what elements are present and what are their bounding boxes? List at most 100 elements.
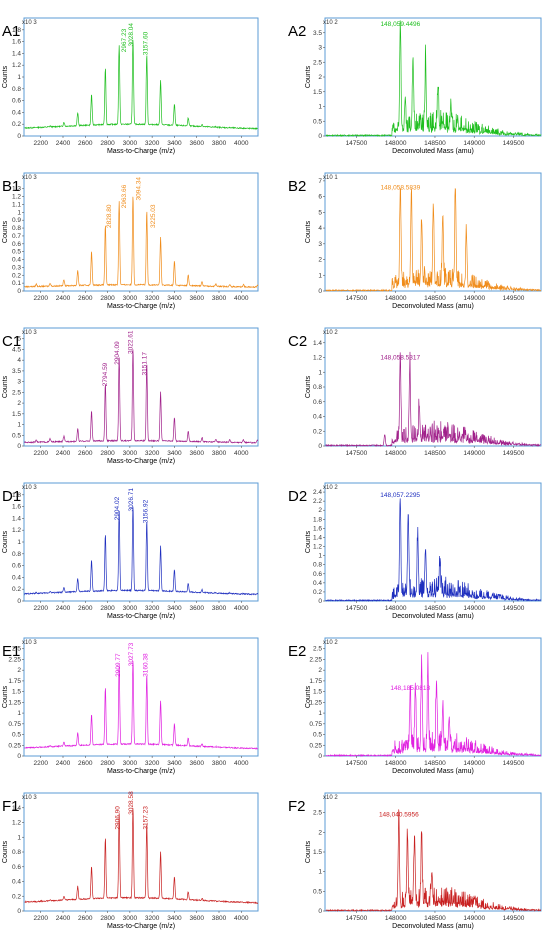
x-tick-label: 2200 xyxy=(33,605,48,612)
y-tick-label: 2 xyxy=(318,74,322,81)
y-tick-label: 0.75 xyxy=(309,721,322,728)
x-tick-label: 147500 xyxy=(346,760,368,767)
series-line xyxy=(24,196,259,289)
x-tick-label: 2600 xyxy=(78,760,93,767)
y-tick-label: 0.4 xyxy=(12,109,21,116)
x-tick-label: 4000 xyxy=(234,605,249,612)
x-tick-label: 149000 xyxy=(463,915,485,922)
y-axis-label: Counts xyxy=(305,65,312,88)
peak-annotation: 3094.34 xyxy=(135,177,142,201)
y-tick-label: 1 xyxy=(17,209,21,216)
y-tick-label: 1.2 xyxy=(12,194,21,201)
series-line xyxy=(325,498,542,602)
x-tick-label: 148500 xyxy=(424,760,446,767)
x-tick-label: 2400 xyxy=(56,295,71,302)
y-tick-label: 0.8 xyxy=(313,384,322,391)
x-tick-label: 149000 xyxy=(463,605,485,612)
x-tick-label: 2800 xyxy=(100,140,115,147)
plot-frame xyxy=(324,637,542,757)
x-tick-label: 3400 xyxy=(167,140,182,147)
x-tick-label: 2400 xyxy=(56,760,71,767)
y-tick-label: 2.5 xyxy=(313,646,322,653)
series-line xyxy=(325,351,542,448)
y-exponent: x10 2 xyxy=(323,485,338,491)
x-tick-label: 3600 xyxy=(189,760,204,767)
y-tick-label: 2 xyxy=(318,257,322,264)
y-tick-label: 4 xyxy=(318,225,322,232)
y-tick-label: 2 xyxy=(17,667,21,674)
chart-panel-f1: F1 x10 3 0 0.2 0.4 0.6 0.8 1 1.2 1.4 2200 2400 2600 2… xyxy=(2,791,259,930)
y-axis-label: Counts xyxy=(305,685,312,708)
x-axis-label: Mass-to-Charge (m/z) xyxy=(107,923,175,930)
y-tick-label: 1.2 xyxy=(12,62,21,69)
series-line xyxy=(325,20,542,138)
x-tick-label: 3000 xyxy=(123,760,138,767)
peak-annotation: 148,059.4496 xyxy=(380,21,420,28)
y-tick-label: 1.2 xyxy=(313,355,322,362)
x-tick-label: 3200 xyxy=(145,605,160,612)
y-exponent: x10 3 xyxy=(22,330,37,336)
chart-panel-b2: B2 x10 1 0 1 2 3 4 5 6 7 147500 148000 148500 149000 1… xyxy=(288,172,542,310)
plot-frame xyxy=(324,482,542,602)
peak-annotation: 2828.80 xyxy=(106,204,113,228)
x-axis-label: Mass-to-Charge (m/z) xyxy=(107,768,175,775)
y-tick-label: 1.4 xyxy=(12,805,21,812)
x-axis-label: Deconvoluted Mass (amu) xyxy=(392,303,474,310)
y-axis-label: Counts xyxy=(2,220,9,243)
x-tick-label: 3800 xyxy=(212,450,227,457)
y-tick-label: 0 xyxy=(17,908,21,915)
peak-annotation: 148,058.5317 xyxy=(380,354,420,361)
panel-label: A1 xyxy=(2,23,20,40)
y-tick-label: 0.4 xyxy=(313,414,322,421)
x-tick-label: 148000 xyxy=(385,605,407,612)
y-tick-label: 0.7 xyxy=(12,233,21,240)
peak-annotation: 2906.90 xyxy=(115,806,122,830)
x-tick-label: 147500 xyxy=(346,915,368,922)
y-tick-label: 0 xyxy=(17,443,21,450)
chart-panel-c1: C1 x10 3 0 0.5 1 1.5 2 2.5 3 3.5 4 4.5 5 2200 2400 2600… xyxy=(2,327,259,465)
y-tick-label: 1.75 xyxy=(8,678,21,685)
series-line xyxy=(325,652,542,758)
y-tick-label: 0.2 xyxy=(12,893,21,900)
y-axis-label: Counts xyxy=(305,375,312,398)
y-tick-label: 3.5 xyxy=(12,368,21,375)
x-tick-label: 2200 xyxy=(33,140,48,147)
x-tick-label: 3800 xyxy=(212,140,227,147)
y-tick-label: 5 xyxy=(17,336,21,343)
y-tick-label: 0.4 xyxy=(12,574,21,581)
y-tick-label: 1 xyxy=(17,539,21,546)
y-tick-label: 1.5 xyxy=(313,689,322,696)
panel-label: A2 xyxy=(288,23,306,40)
y-tick-label: 1.25 xyxy=(309,699,322,706)
y-tick-label: 2 xyxy=(17,400,21,407)
peak-annotation: 3027.73 xyxy=(128,642,135,666)
x-tick-label: 149500 xyxy=(503,295,525,302)
x-tick-label: 3800 xyxy=(212,295,227,302)
x-tick-label: 3600 xyxy=(189,450,204,457)
x-tick-label: 3400 xyxy=(167,450,182,457)
x-tick-label: 2400 xyxy=(56,605,71,612)
x-tick-label: 149500 xyxy=(503,760,525,767)
y-exponent: x10 2 xyxy=(323,640,338,646)
y-axis-label: Counts xyxy=(2,530,9,553)
peak-annotation: 3151.17 xyxy=(142,352,149,376)
peak-annotation: 2904.02 xyxy=(114,496,121,520)
y-tick-label: 0 xyxy=(17,133,21,140)
y-tick-label: 2 xyxy=(318,829,322,836)
x-tick-label: 2600 xyxy=(78,295,93,302)
y-tick-label: 1 xyxy=(17,422,21,429)
y-tick-label: 4.5 xyxy=(12,346,21,353)
y-exponent: x10 2 xyxy=(323,330,338,336)
x-axis-label: Mass-to-Charge (m/z) xyxy=(107,613,175,620)
plot-frame xyxy=(23,327,259,447)
y-tick-label: 3.5 xyxy=(313,30,322,37)
y-tick-label: 2.5 xyxy=(313,59,322,66)
x-tick-label: 148500 xyxy=(424,295,446,302)
x-tick-label: 148000 xyxy=(385,450,407,457)
x-tick-label: 147500 xyxy=(346,295,368,302)
x-tick-label: 4000 xyxy=(234,295,249,302)
x-tick-label: 3400 xyxy=(167,605,182,612)
panel-label: B1 xyxy=(2,178,20,195)
y-tick-label: 0.6 xyxy=(12,98,21,105)
